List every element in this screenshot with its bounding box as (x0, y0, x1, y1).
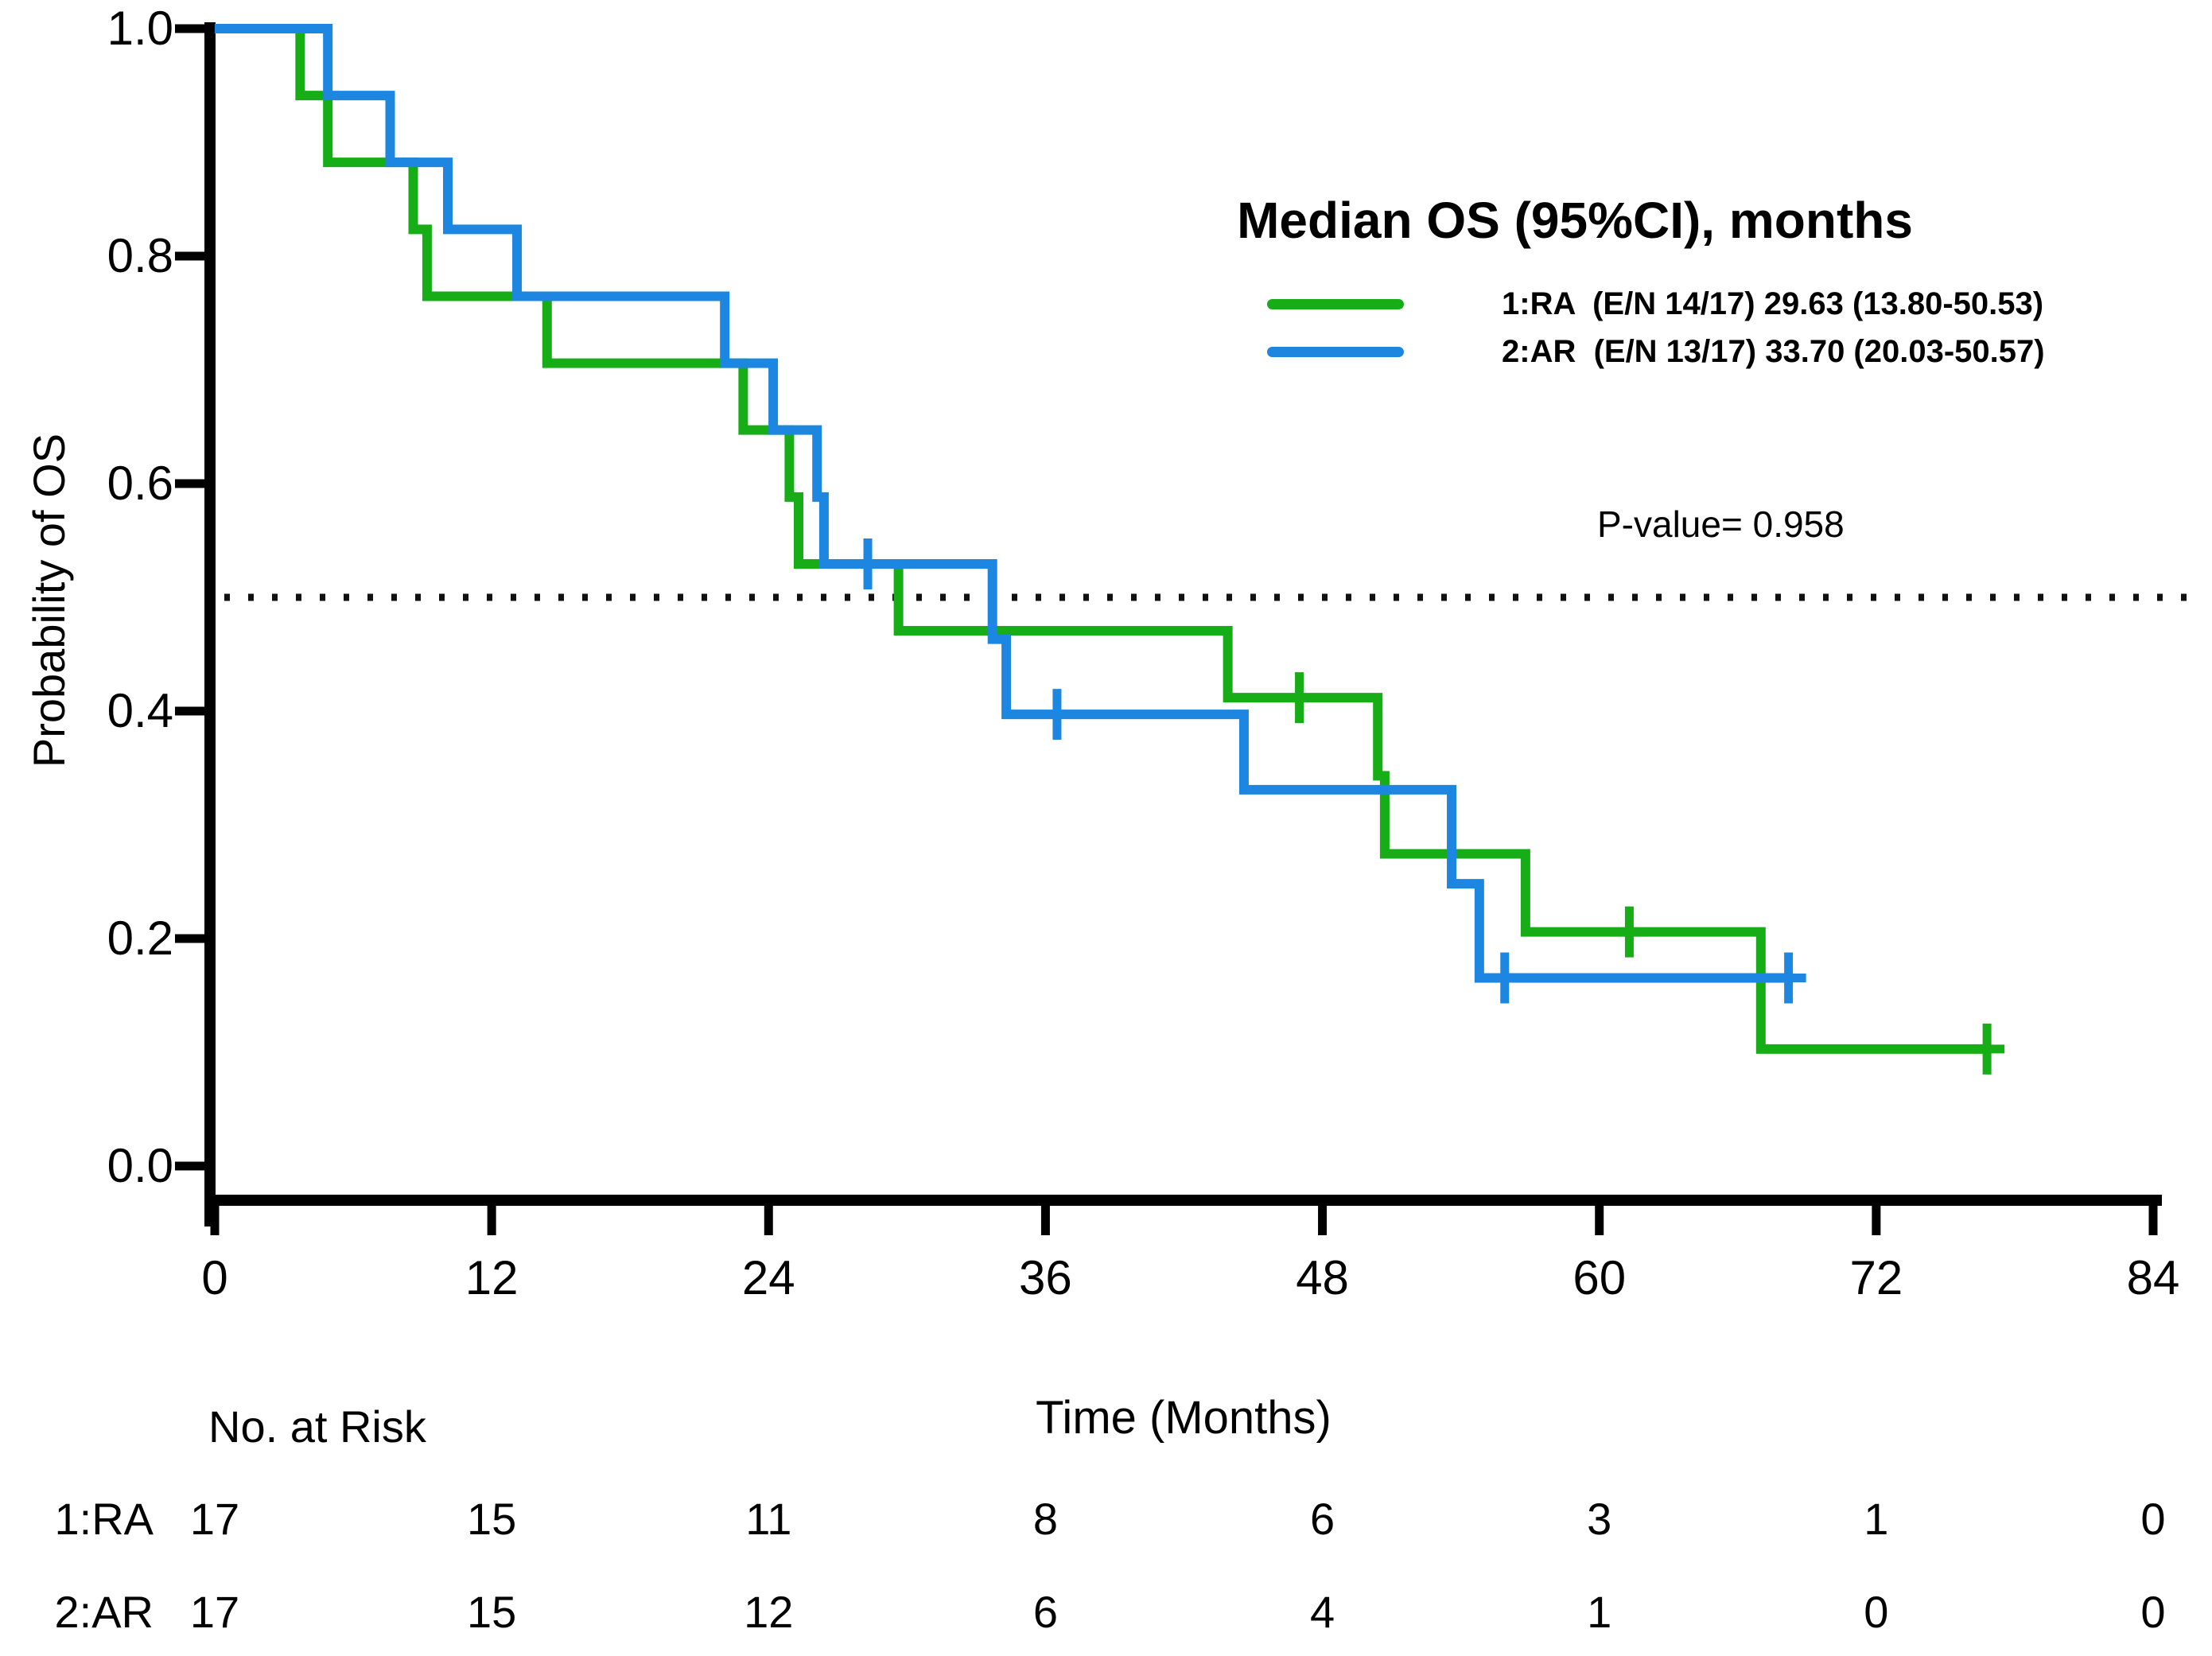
y-axis-label: Probability of OS (24, 433, 74, 768)
risk-value: 6 (1032, 1587, 1058, 1637)
y-tick-label: 0.6 (107, 457, 173, 510)
legend-entry-label: 1:RA (E/N 14/17) 29.63 (13.80-50.53) (1502, 286, 2044, 321)
axes (175, 22, 2162, 1235)
legend-title: Median OS (95%CI), months (1237, 192, 1913, 249)
x-axis-label: Time (Months) (1036, 1392, 1331, 1444)
risk-value: 0 (1864, 1587, 1889, 1637)
risk-row-label: 1:RA (54, 1494, 154, 1544)
x-tick-label: 60 (1573, 1251, 1627, 1304)
x-tick-label: 24 (741, 1251, 795, 1304)
y-tick-label: 0.8 (107, 229, 173, 282)
y-tick-label: 1.0 (107, 2, 173, 55)
risk-value: 17 (189, 1494, 240, 1544)
legend-entry-label: 2:AR (E/N 13/17) 33.70 (20.03-50.57) (1502, 334, 2045, 369)
y-tick-label: 0.2 (107, 912, 173, 965)
x-tick-label: 12 (465, 1251, 519, 1304)
risk-value: 4 (1309, 1587, 1335, 1637)
risk-value: 17 (189, 1587, 240, 1637)
x-tick-label: 84 (2126, 1251, 2180, 1304)
risk-row-label: 2:AR (54, 1587, 154, 1637)
x-tick-label: 72 (1849, 1251, 1903, 1304)
risk-table-title: No. at Risk (208, 1401, 426, 1452)
legend-swatch-2:AR (1267, 347, 1404, 357)
pvalue-text: P-value= 0.958 (1597, 503, 1845, 545)
legend-swatch-1:RA (1267, 299, 1404, 309)
risk-value: 0 (2140, 1587, 2166, 1637)
y-tick-label: 0.4 (107, 684, 173, 737)
risk-value: 1 (1587, 1587, 1612, 1637)
risk-value: 3 (1587, 1494, 1612, 1544)
risk-value: 15 (466, 1494, 517, 1544)
survival-curve-2:AR (215, 24, 1789, 983)
x-tick-label: 0 (201, 1251, 228, 1304)
risk-value: 6 (1309, 1494, 1335, 1544)
x-tick-label: 48 (1296, 1251, 1349, 1304)
risk-value: 8 (1032, 1494, 1058, 1544)
risk-value: 1 (1864, 1494, 1889, 1544)
x-tick-label: 36 (1019, 1251, 1072, 1304)
risk-value: 12 (744, 1587, 794, 1637)
y-tick-label: 0.0 (107, 1139, 173, 1192)
risk-value: 15 (466, 1587, 517, 1637)
survival-curves (215, 24, 2005, 1075)
risk-value: 11 (745, 1494, 792, 1544)
risk-value: 0 (2140, 1494, 2166, 1544)
